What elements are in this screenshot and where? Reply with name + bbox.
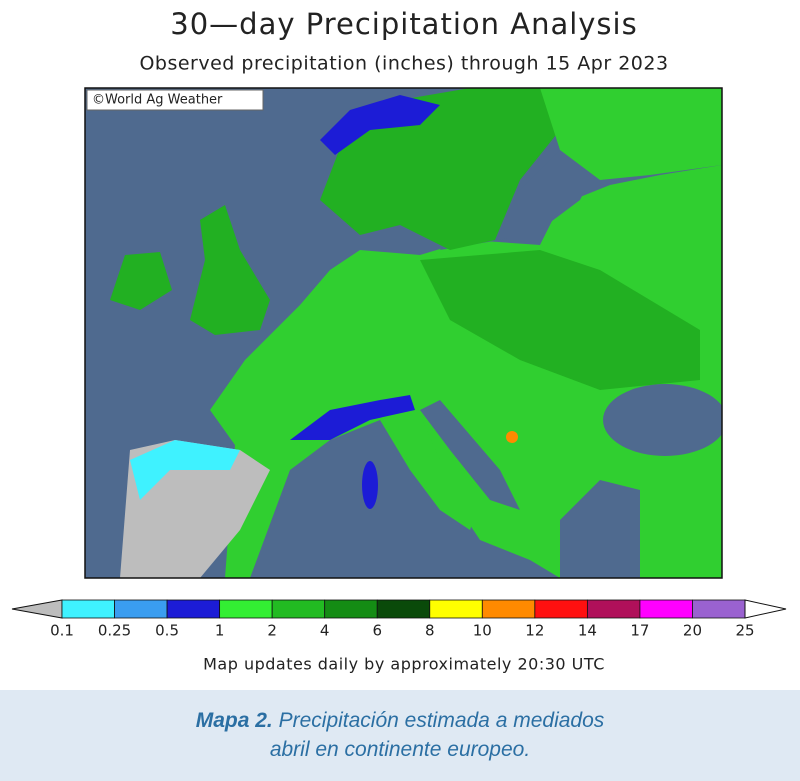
colorbar: 0.1 0.25 0.5 1 2 4 6 8 10 12 14 17 20 25 [11, 599, 787, 640]
color-swatch [534, 599, 588, 619]
map-frame [84, 87, 723, 579]
caption-text: abril en continente europeo. [269, 738, 531, 761]
figure: 30—day Precipitation Analysis Observed p… [11, 7, 787, 674]
color-swatch [692, 599, 746, 619]
caption-text: Precipitación estimada a mediados [278, 709, 605, 732]
legend-label: 12 [525, 622, 544, 640]
color-swatch [219, 599, 273, 619]
color-swatch [376, 599, 431, 619]
hotspot [506, 431, 518, 443]
subtitle: Observed precipitation (inches) through … [139, 53, 668, 75]
note: Map updates daily by approximately 20:30… [203, 655, 605, 674]
legend-label: 17 [630, 622, 649, 640]
legend-label: 10 [473, 622, 492, 640]
uk [190, 205, 270, 335]
legend-label: 20 [683, 622, 702, 640]
finland [540, 88, 722, 180]
legend-label: 4 [320, 622, 330, 640]
black-sea [603, 384, 722, 456]
caption-label: Mapa 2. [195, 709, 273, 732]
under-arrow [11, 599, 63, 619]
caption-band [0, 690, 800, 781]
color-swatch [271, 599, 326, 619]
legend-label: 1 [215, 622, 225, 640]
iberia-coast [130, 440, 240, 500]
sea [560, 480, 640, 578]
legend-label: 0.25 [98, 622, 131, 640]
legend-label: 25 [735, 622, 754, 640]
norway-coast [320, 95, 440, 155]
color-swatch [114, 599, 168, 619]
ireland [110, 252, 172, 310]
color-swatch [429, 599, 483, 619]
sardinia [362, 461, 378, 509]
sea [420, 400, 520, 510]
legend-label: 14 [578, 622, 597, 640]
color-swatch [166, 599, 221, 619]
color-swatch [586, 599, 641, 619]
legend-label: 0.1 [50, 622, 74, 640]
map: ©World Ag Weather [84, 87, 723, 579]
caption: Mapa 2. Precipitación estimada a mediado… [0, 706, 800, 764]
legend-label: 8 [425, 622, 435, 640]
legend-label: 0.5 [155, 622, 179, 640]
color-swatch [61, 599, 115, 619]
coast-blue [290, 395, 415, 440]
title: 30—day Precipitation Analysis [170, 7, 637, 41]
legend-label: 2 [267, 622, 277, 640]
sea [250, 420, 560, 578]
color-swatch [324, 599, 378, 619]
land [420, 250, 700, 390]
color-swatch [639, 599, 693, 619]
credit-box [86, 89, 264, 111]
italy [380, 415, 480, 530]
map-credit: ©World Ag Weather [92, 93, 223, 108]
over-arrow [744, 599, 787, 619]
legend-label: 6 [372, 622, 382, 640]
caption-line: Mapa 2. Precipitación estimada a mediado… [0, 706, 800, 735]
color-swatch [481, 599, 536, 619]
